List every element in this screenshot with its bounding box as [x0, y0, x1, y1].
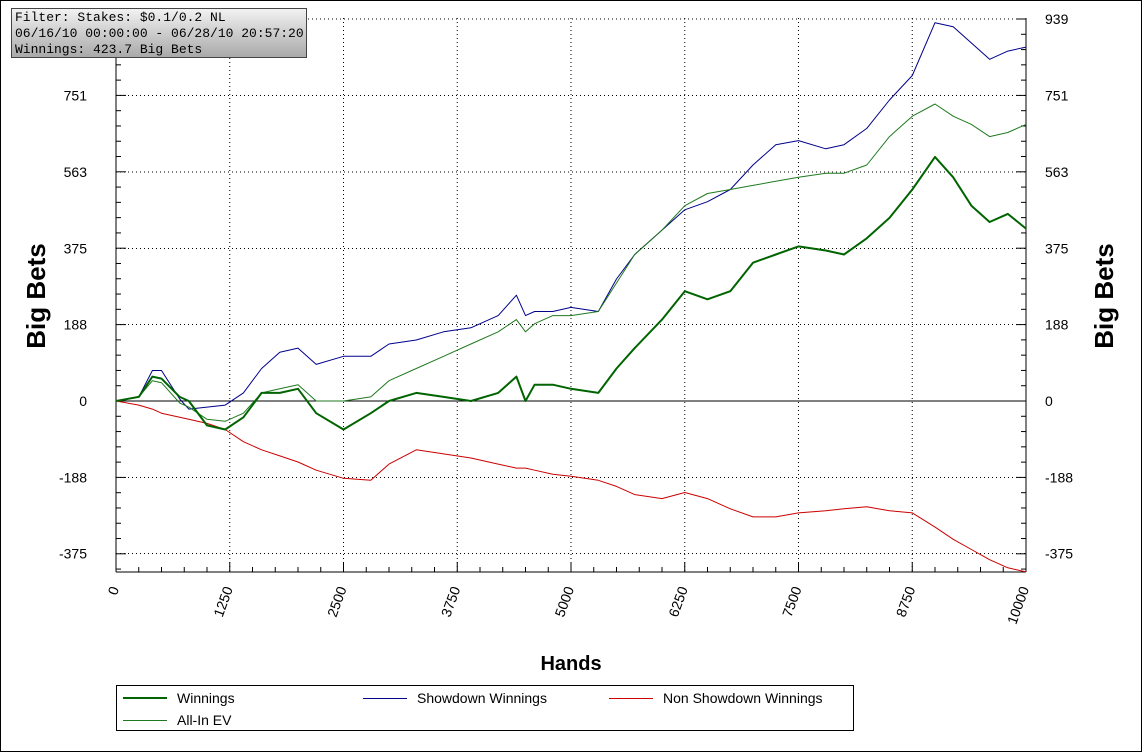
legend-item-winnings: Winnings: [123, 688, 235, 708]
legend-swatch-showdown: [363, 697, 407, 699]
x-tick-label: 7500: [779, 584, 805, 619]
y-axis-title-right: Big Bets: [1089, 243, 1119, 348]
legend-label-allin-ev: All-In EV: [177, 712, 232, 728]
series-line-all-in-ev: [115, 103, 1027, 422]
legend: Winnings Showdown Winnings Non Showdown …: [116, 685, 854, 731]
legend-item-allin-ev: All-In EV: [123, 710, 231, 730]
y-tick-label-right: 375: [1045, 240, 1069, 256]
x-tick-label: 6250: [665, 584, 691, 619]
series-line-winnings: [115, 155, 1027, 431]
legend-item-showdown: Showdown Winnings: [363, 688, 547, 708]
legend-swatch-non-showdown: [609, 697, 653, 699]
y-tick-label-right: 939: [1045, 11, 1069, 27]
series-lines: [115, 22, 1027, 573]
x-tick-label: 1250: [210, 584, 236, 619]
y-tick-label-left: 563: [64, 164, 88, 180]
gridlines: [116, 18, 1026, 572]
y-tick-label-right: -188: [1045, 469, 1073, 485]
legend-label-showdown: Showdown Winnings: [417, 690, 547, 706]
series-line-showdown-winnings: [115, 22, 1027, 410]
x-tick-label: 8750: [893, 584, 919, 619]
axes: [115, 18, 1027, 573]
x-tick-label: 2500: [324, 584, 350, 619]
legend-swatch-winnings: [123, 697, 167, 699]
x-tick-label: 3750: [438, 584, 464, 619]
legend-label-winnings: Winnings: [177, 690, 235, 706]
x-axis-title: Hands: [540, 653, 601, 675]
x-tick-label: 5000: [551, 584, 577, 619]
y-tick-label-left: -188: [59, 469, 87, 485]
x-tick-label: 0: [104, 584, 122, 597]
tick-labels: -375 -188 0 188 375 563 751 -375 -188 0 188 375 563 7…: [59, 11, 1073, 626]
x-tick-label: 10000: [1004, 584, 1032, 626]
legend-item-non-showdown: Non Showdown Winnings: [609, 688, 823, 708]
legend-label-non-showdown: Non Showdown Winnings: [663, 690, 823, 706]
y-tick-label-left: 0: [79, 393, 87, 409]
series-line-non-showdown-winnings: [115, 400, 1027, 573]
filter-info-box: Filter: Stakes: $0.1/0.2 NL 06/16/10 00:…: [11, 8, 307, 58]
winnings-summary-text: Winnings: 423.7 Big Bets: [15, 42, 203, 57]
y-axis-title-left: Big Bets: [21, 243, 51, 348]
y-tick-label-right: -375: [1045, 546, 1073, 562]
y-tick-label-left: 188: [64, 317, 88, 333]
y-tick-label-left: 375: [64, 240, 88, 256]
date-range-text: 06/16/10 00:00:00 - 06/28/10 20:57:20: [15, 26, 304, 41]
y-tick-label-right: 563: [1045, 164, 1069, 180]
y-tick-label-left: -375: [59, 546, 87, 562]
y-tick-label-right: 751: [1045, 87, 1069, 103]
y-tick-label-left: 751: [64, 87, 88, 103]
legend-swatch-allin-ev: [123, 719, 167, 721]
y-tick-label-right: 188: [1045, 317, 1069, 333]
y-tick-label-right: 0: [1045, 393, 1053, 409]
filter-text: Filter: Stakes: $0.1/0.2 NL: [15, 10, 226, 25]
